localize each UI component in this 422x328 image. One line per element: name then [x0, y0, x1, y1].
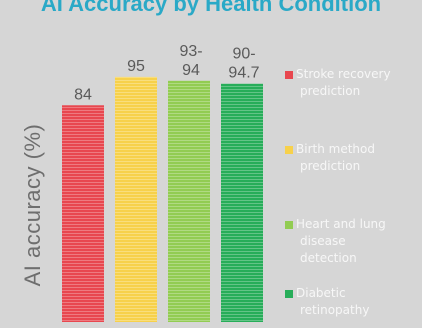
legend-swatch	[285, 146, 293, 154]
legend-label: Heart and lung disease detection	[296, 216, 420, 267]
bar-4-texture	[221, 83, 263, 322]
legend-label-line: Diabetic	[296, 286, 346, 300]
legend-label-line: prediction	[300, 159, 361, 173]
bar-2-texture	[115, 76, 157, 323]
legend-label-line: Stroke recovery	[296, 67, 391, 81]
legend-label-line: retinopathy	[300, 303, 370, 317]
bar-3-data-label: 93-	[179, 43, 202, 60]
legend-label: Diabetic retinopathy	[296, 285, 420, 319]
chart-title: AI Accuracy by Health Condition	[40, 0, 382, 16]
legend-swatch	[285, 221, 293, 229]
legend-label-line: Heart and lung	[296, 217, 386, 231]
bar-4-data-label: 90-	[232, 46, 255, 63]
legend-label: Birth method prediction	[296, 141, 420, 175]
legend-label-line: Birth method	[296, 142, 375, 156]
bar-3-data-label: 94	[182, 62, 200, 79]
legend-label-line: disease	[300, 234, 346, 248]
bar-3-texture	[168, 80, 210, 323]
bar-4-data-label: 94.7	[228, 65, 259, 82]
legend-swatch	[285, 71, 293, 79]
legend-swatch	[285, 290, 293, 298]
bar-1-data-label: 84	[74, 86, 92, 103]
bar-2-data-label: 95	[127, 58, 145, 75]
legend-label-line: detection	[300, 251, 357, 265]
bar-1-texture	[62, 105, 104, 322]
legend-label-line: prediction	[300, 84, 361, 98]
bar-chart: 84 95 93- 94 90- 94.7	[62, 43, 263, 323]
chart-legend: Stroke recovery prediction Birth method pre…	[282, 0, 422, 328]
legend-label: Stroke recovery prediction	[296, 66, 420, 100]
